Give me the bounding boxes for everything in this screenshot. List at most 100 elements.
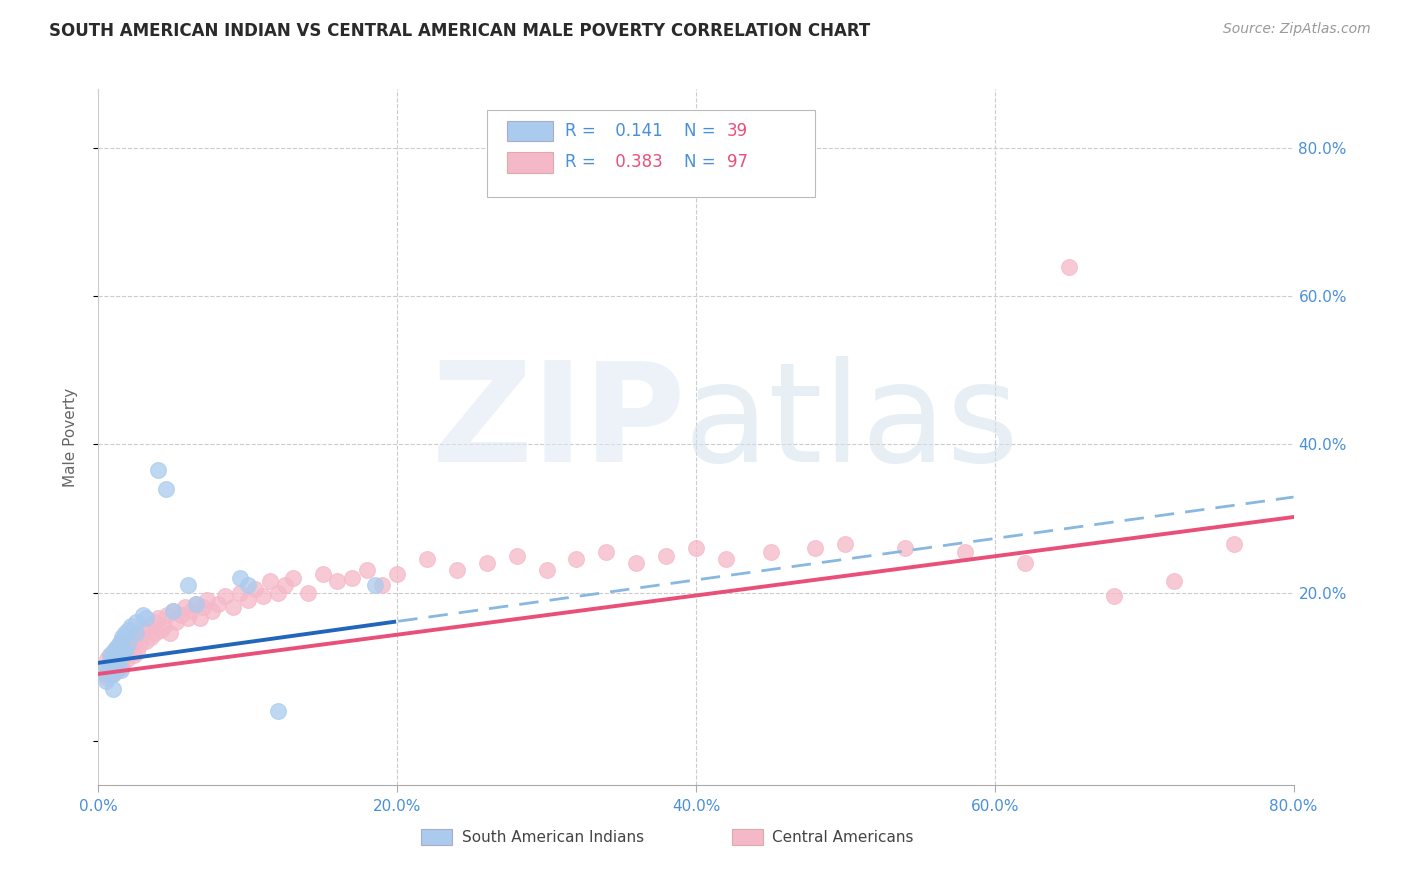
Point (1163, 574, 1185, 589)
Point (446, 563, 468, 577)
Point (97, 656, 120, 670)
Point (110, 663, 132, 677)
Point (201, 604, 224, 618)
Point (103, 659, 125, 673)
Point (143, 626, 166, 640)
Point (104, 663, 127, 677)
Point (103, 645, 125, 659)
Point (125, 626, 148, 640)
Point (103, 667, 125, 681)
Point (142, 615, 165, 629)
FancyBboxPatch shape (486, 110, 815, 197)
Point (96, 652, 118, 666)
Point (124, 648, 146, 663)
Point (626, 556, 648, 570)
Point (117, 623, 139, 637)
Text: N =: N = (685, 122, 721, 140)
Point (105, 659, 128, 673)
Point (191, 600, 214, 615)
Point (180, 604, 202, 618)
Point (110, 645, 132, 659)
Point (1104, 589, 1126, 603)
Point (98, 656, 122, 670)
Point (117, 637, 139, 651)
Point (120, 637, 142, 651)
Point (236, 593, 259, 607)
Point (103, 656, 125, 670)
Point (655, 549, 678, 563)
Text: South American Indians: South American Indians (461, 830, 644, 845)
Text: ZIP: ZIP (432, 356, 686, 491)
Point (834, 537, 856, 551)
Point (135, 633, 157, 648)
Point (115, 652, 138, 666)
Point (536, 563, 558, 577)
Point (364, 578, 387, 592)
Point (110, 637, 132, 651)
Point (229, 585, 252, 599)
Point (94, 674, 117, 689)
Text: 0.383: 0.383 (610, 153, 662, 171)
Point (103, 645, 125, 659)
Point (1059, 260, 1081, 274)
Point (108, 652, 131, 666)
Point (326, 574, 349, 589)
Point (177, 578, 200, 592)
Point (184, 597, 207, 611)
Point (111, 640, 134, 655)
Point (1223, 537, 1246, 551)
Point (207, 597, 229, 611)
Point (229, 571, 252, 585)
Point (104, 648, 127, 663)
Point (105, 640, 128, 655)
Point (103, 667, 125, 681)
Point (111, 659, 134, 673)
Point (135, 611, 157, 625)
FancyBboxPatch shape (508, 152, 553, 173)
Point (114, 637, 136, 651)
Point (117, 633, 139, 648)
FancyBboxPatch shape (422, 829, 453, 846)
Point (804, 541, 827, 555)
Point (101, 652, 124, 666)
Point (150, 623, 173, 637)
Point (108, 637, 131, 651)
Point (267, 585, 290, 599)
Point (148, 611, 170, 625)
Text: R =: R = (565, 153, 600, 171)
Point (565, 552, 588, 566)
Point (103, 652, 125, 666)
FancyBboxPatch shape (508, 120, 553, 141)
Text: Source: ZipAtlas.com: Source: ZipAtlas.com (1223, 22, 1371, 37)
Point (184, 597, 207, 611)
Text: 39: 39 (727, 122, 748, 140)
Point (475, 556, 498, 570)
Point (685, 541, 707, 555)
Point (110, 656, 132, 670)
Point (162, 604, 184, 618)
Point (117, 648, 139, 663)
Point (121, 630, 143, 644)
Point (114, 626, 136, 640)
Text: 0.141: 0.141 (610, 122, 662, 140)
Point (297, 585, 319, 599)
Point (214, 589, 236, 603)
Point (953, 545, 976, 559)
Y-axis label: Male Poverty: Male Poverty (63, 387, 77, 487)
Point (222, 600, 245, 615)
Point (416, 552, 439, 566)
Point (125, 615, 148, 629)
Point (259, 574, 281, 589)
Point (177, 611, 200, 625)
Point (714, 552, 737, 566)
Point (169, 607, 191, 622)
Point (385, 567, 409, 582)
Point (111, 630, 134, 644)
Point (112, 645, 135, 659)
Point (105, 648, 128, 663)
Point (506, 549, 529, 563)
Point (128, 630, 150, 644)
Text: 97: 97 (727, 153, 748, 171)
Point (252, 589, 274, 603)
Point (94, 667, 117, 681)
